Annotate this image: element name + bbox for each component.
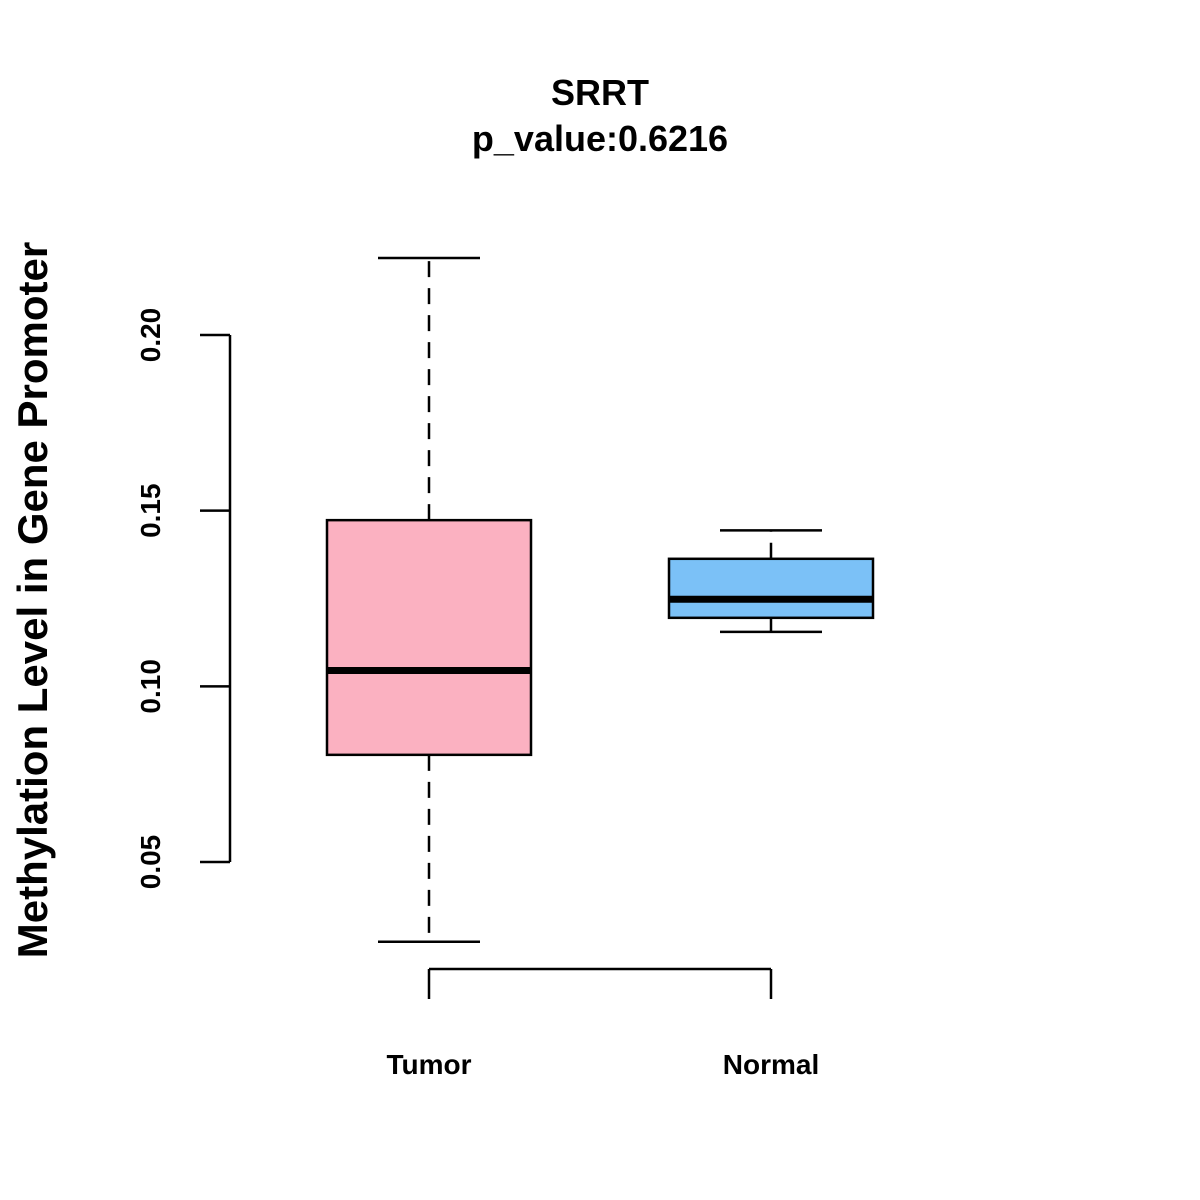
y-tick-label: 0.10 [135,659,166,714]
chart-subtitle: p_value:0.6216 [472,118,728,159]
chart-title: SRRT [551,72,649,113]
normal-box [667,557,875,620]
y-tick-label: 0.05 [135,835,166,890]
y-axis-label: Methylation Level in Gene Promoter [9,242,56,958]
x-tick-label-normal: Normal [723,1049,819,1080]
x-tick-label-tumor: Tumor [386,1049,471,1080]
y-axis: 0.05 0.10 0.15 0.20 [135,308,232,890]
boxes-group [325,256,875,944]
x-axis: Tumor Normal [386,967,819,1080]
y-tick-label: 0.15 [135,483,166,537]
y-tick-label: 0.20 [135,308,166,363]
tumor-box [325,518,533,757]
